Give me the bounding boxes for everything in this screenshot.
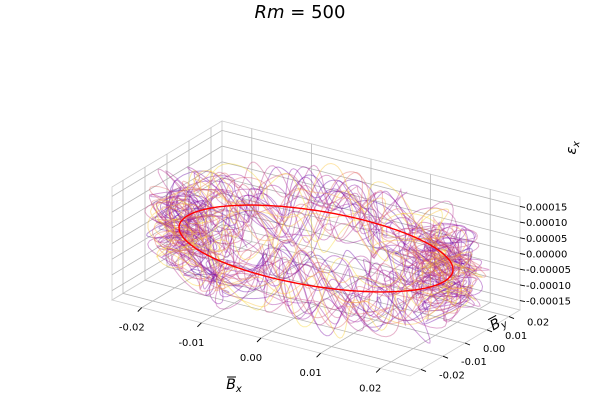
z-gridline [111,129,521,207]
z-tick-mark [519,253,526,255]
trajectory-line [147,166,475,325]
y-axis-label-accent [487,315,497,321]
y-tick-label: 0.00 [483,344,505,355]
trajectory-line [151,173,478,322]
x-tick-mark [375,368,381,373]
x-gridline [379,189,491,369]
z-tick-mark [519,221,526,224]
z-tick-label: 0.00010 [526,218,567,229]
z-tick-mark [519,284,526,287]
y-tick-mark [508,316,515,320]
x-gridline [201,143,312,324]
x-tick-label: -0.01 [178,338,204,349]
trajectory-line [150,171,479,329]
y-tick-mark [464,342,471,346]
y-tick-mark [442,355,449,359]
x-gridline [260,159,372,339]
trajectory-line [148,164,462,326]
z-tick-label: 0.00015 [526,202,567,213]
y-gridline [188,140,488,331]
back-pane [221,120,521,311]
z-tick-label: -0.00015 [526,297,571,308]
z-tick-mark [519,237,526,240]
x-tick-mark [316,352,321,358]
trajectory-line [160,168,472,344]
z-gridline [111,192,521,270]
y-tick-mark [420,368,427,372]
z-gridline [111,161,521,239]
x-axis-label: Bx [226,376,242,395]
x-tick-label: -0.02 [119,323,145,334]
trajectory-line [155,163,484,328]
y-tick-mark [486,329,493,333]
trajectory-line [155,176,477,326]
z-axis-label-text: εx [563,140,582,155]
z-tick-label: -0.00010 [526,281,571,292]
trajectory-line [148,171,487,325]
trajectory-line [161,180,484,328]
z-tick-label: 0.00000 [526,250,567,261]
y-gridline [210,127,510,317]
y-tick-label: -0.01 [461,357,487,368]
y-tick-label: -0.02 [439,370,465,381]
trajectory-line [154,175,472,337]
x-tick-label: 0.01 [299,368,321,379]
z-gridline [111,145,521,223]
tick-labels: -0.02-0.010.000.010.02-0.02-0.010.000.01… [119,202,571,394]
trajectory-line [146,170,474,332]
z-gridline [111,224,521,301]
x-tick-mark [197,322,202,328]
x-gridline [141,128,253,308]
trajectory-line [164,170,481,322]
y-gridline [122,180,422,370]
trajectory-line [153,178,476,312]
trajectory-line [147,162,476,326]
mean-curve-layer [178,204,454,293]
chart-title: Rm = 500 [255,2,346,23]
trajectory-line [169,161,478,338]
gridlines [111,127,521,370]
trajectories [144,161,491,344]
y-tick-label: 0.02 [527,318,549,329]
x-tick-label: 0.02 [359,383,381,394]
z-tick-mark [519,268,526,271]
trajectory-line [164,188,472,320]
z-tick-mark [519,205,526,208]
trajectory-line [152,173,468,320]
x-axis-label-text: Bx [226,377,242,395]
z-tick-label: 0.00005 [526,234,567,245]
z-tick-label: -0.00005 [526,265,571,276]
axis-panes [110,120,522,377]
y-gridline [166,154,466,344]
trajectory-line [155,176,482,315]
trajectory-line [156,170,473,339]
trajectory-line [155,174,473,322]
trajectory-line [149,166,477,323]
mean-curve [178,204,454,293]
z-axis-label: εx [563,140,582,155]
x-tick-label: 0.00 [240,353,262,364]
z-gridline [111,208,521,286]
trajectory-line [157,171,483,324]
trajectory-line [144,184,475,313]
trajectory-line [151,174,491,332]
trajectory-line [159,177,480,329]
z-tick-mark [519,300,526,303]
trajectory-line [158,166,476,325]
x-tick-mark [137,307,143,312]
z-gridline [111,177,521,254]
y-tick-label: 0.01 [505,331,527,342]
x-tick-mark [256,337,262,343]
y-gridline [144,167,444,357]
